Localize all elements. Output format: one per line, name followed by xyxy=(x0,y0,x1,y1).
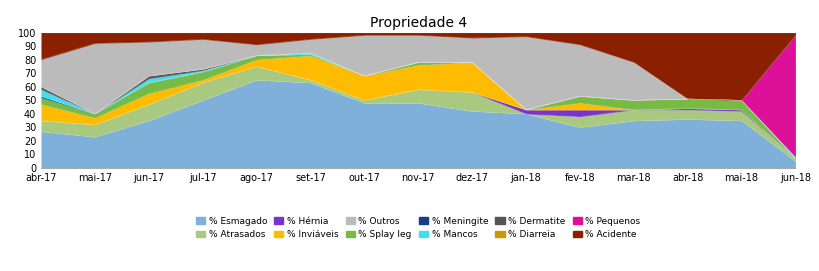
Title: Propriedade 4: Propriedade 4 xyxy=(369,16,466,30)
Legend: % Esmagado, % Atrasados, % Hérnia, % Inviáveis, % Outros, % Splay leg, % Meningi: % Esmagado, % Atrasados, % Hérnia, % Inv… xyxy=(192,213,643,243)
